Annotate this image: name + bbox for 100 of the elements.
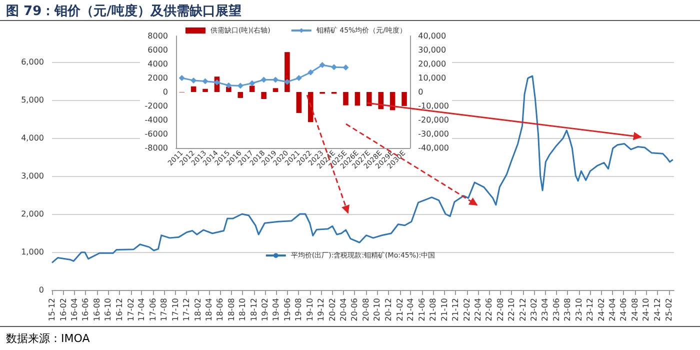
y-tick-label: 4,000 [21,134,44,142]
x-tick-label: 24-06 [619,298,628,322]
x-tick-label: 24-10 [642,298,651,322]
bar [343,92,348,106]
x-tick-label: 24-08 [630,298,640,322]
y2-tick-label: 10,000 [418,74,446,82]
y2-tick-label: -30,000 [418,130,450,138]
y2-tick-label: 20,000 [418,60,446,68]
x-tick-label: 20-02 [328,298,337,322]
x-tick-label: 23-10 [574,298,584,322]
y-tick-label: 6000 [148,46,168,54]
x-tick-label: 22-08 [496,298,505,322]
bar [202,88,208,92]
point [202,78,208,84]
x-tick-label: 24-04 [608,298,617,322]
y-tick-label: 0 [38,286,44,294]
y-tick-label: 6,000 [21,58,44,66]
y2-tick-label: 0 [418,88,424,96]
point [342,64,349,70]
x-tick-label: 19-12 [316,298,326,322]
point [249,80,256,86]
x-tick-label: 18-12 [249,298,258,322]
point [272,76,278,83]
y2-tick-label: 30,000 [418,46,446,54]
y-tick-label: 2000 [148,74,168,82]
y-tick-label: -8000 [144,144,168,152]
x-tick-label: 17-08 [160,298,169,322]
x-tick-label: 18-02 [194,298,203,322]
chart-title: 图 79：钼价（元/吨度）及供需缺口展望 [6,2,242,20]
x-tick-label: 19-02 [260,298,270,322]
y-tick-label: 0 [162,88,168,96]
point [214,79,220,86]
x-tick-label: 23-02 [530,298,539,322]
x-tick-label: 17-02 [126,298,136,322]
bar [296,92,302,113]
x-tick-label: 23-04 [540,298,550,322]
x-tick-label: 16-04 [70,298,79,322]
x-tick-label: 18-10 [238,298,248,322]
point [237,82,244,89]
x-tick-label: 22-10 [507,298,516,322]
bar [261,92,266,99]
bar [238,92,244,98]
y2-tick-label: -10,000 [418,102,450,110]
bar [308,92,314,122]
point [296,75,302,81]
bar [354,92,360,106]
y-tick-label: 8000 [148,32,168,40]
point [319,62,326,68]
x-tick-label: 23-06 [552,298,561,322]
y-tick-label: -2000 [144,102,168,110]
x-tick-label: 18-08 [226,298,236,322]
x-tick-label: 17-04 [137,298,146,322]
y-tick-label: 5,000 [21,96,44,104]
x-tick-label: 22-12 [518,298,528,322]
bar [272,88,278,92]
x-tick-label: 16-02 [58,298,68,322]
bar [402,92,407,106]
source-note: 数据来源：IMOA [6,331,90,346]
point [178,75,185,81]
x-tick-label: 23-12 [586,298,595,322]
x-tick-label: 20-06 [350,298,360,322]
x-tick-label: 16-12 [114,298,124,322]
x-tick-label: 24-12 [652,298,662,322]
y-tick-label: 1,000 [21,248,44,256]
x-tick-label: 21-06 [417,298,426,322]
point [226,82,232,88]
y-tick-label: 2,000 [21,210,44,218]
y2-tick-label: 40,000 [418,32,446,40]
bar [190,86,196,92]
x-tick-label: 17-10 [170,298,180,322]
y2-tick-label: -20,000 [418,116,450,124]
y-tick-label: 4000 [148,60,168,68]
x-tick-label: 15-12 [48,298,56,322]
y-tick-label: -6000 [144,130,168,138]
x-tick-label: 25-02 [664,298,674,322]
y2-tick-label: -40,000 [418,144,450,152]
x-tick-label: 17-06 [148,298,158,322]
bar [284,52,290,92]
x-tick-label: 20-08 [361,298,370,322]
bar [249,86,255,92]
x-tick-label: 16-06 [81,298,90,322]
x-tick-label: 16-08 [92,298,102,322]
x-tick-label: 20-12 [384,298,393,322]
x-tick-label: 17-12 [182,298,192,322]
x-tick-label: 21-02 [395,298,404,322]
x-tick-label: 18-04 [204,298,214,322]
x-tick-label: 22-04 [473,298,482,322]
point [308,69,314,76]
x-tick-label: 22-06 [484,298,494,322]
x-tick-label: 21-08 [428,298,438,322]
x-tick-label: 24-02 [596,298,606,322]
y-tick-label: 3,000 [21,172,44,180]
point [284,78,290,85]
x-tick-label: 19-08 [294,298,304,322]
line-series [51,75,674,264]
x-tick-label: 21-04 [406,298,416,322]
x-tick-label: 23-08 [563,298,572,322]
x-tick-label: 20-10 [372,298,382,322]
x-tick-label: 22-02 [462,298,472,322]
x-tick-label: 19-06 [282,298,292,322]
